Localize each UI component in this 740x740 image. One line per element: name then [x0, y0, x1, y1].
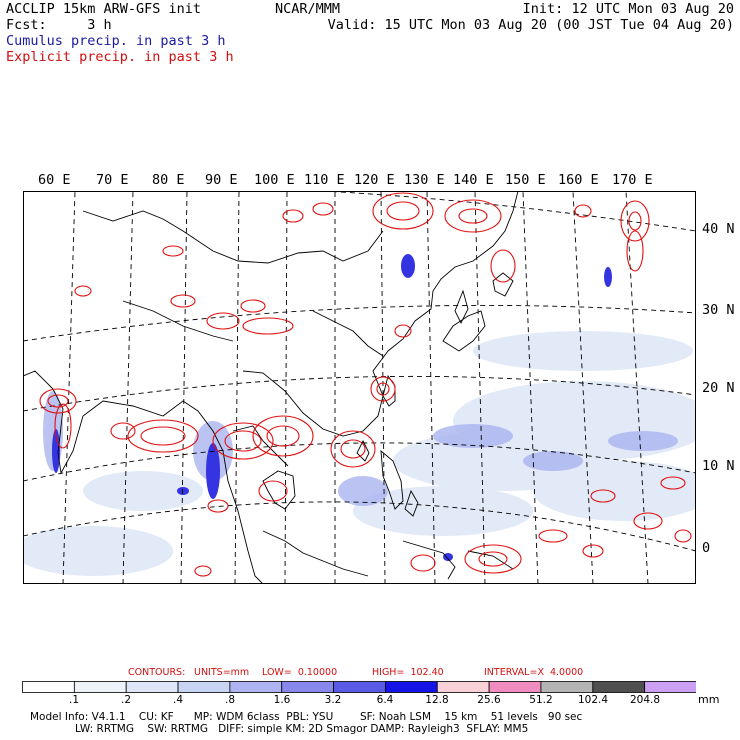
colorbar-swatch [22, 681, 75, 693]
colorbar-tick: 3.2 [324, 694, 342, 706]
chart-title: ACCLIP 15km ARW-GFS init [6, 1, 202, 17]
colorbar-tick: .4 [172, 694, 184, 706]
colorbar-swatch [333, 681, 386, 693]
contours-label: CONTOURS: [128, 667, 186, 678]
colorbar-swatch [73, 681, 127, 693]
source-label: NCAR/MMM [275, 1, 341, 17]
colorbar-swatch [229, 681, 283, 693]
contours-interval: INTERVAL=X 4.0000 [484, 667, 584, 678]
lon-label: 90 E [205, 172, 238, 188]
colorbar-tick: .8 [224, 694, 236, 706]
lat-label: 20 N [702, 380, 735, 396]
valid-time: Valid: 15 UTC Mon 03 Aug 20 (00 JST Tue … [327, 17, 734, 33]
colorbar-tick: 1.6 [273, 694, 291, 706]
colorbar-swatch [488, 681, 542, 693]
lon-label: 100 E [254, 172, 295, 188]
lon-label: 60 E [38, 172, 71, 188]
cumulus-precip-label: Cumulus precip. in past 3 h [6, 33, 226, 49]
init-time: Init: 12 UTC Mon 03 Aug 20 [522, 1, 734, 17]
colorbar-tick: 204.8 [629, 694, 661, 706]
colorbar-tick: .1 [68, 694, 80, 706]
lon-label: 160 E [558, 172, 599, 188]
explicit-precip-label: Explicit precip. in past 3 h [6, 49, 234, 65]
colorbar-swatch [540, 681, 594, 693]
precipitation-map [23, 191, 696, 584]
colorbar-swatch [177, 681, 231, 693]
explicit-precip-contours [39, 192, 692, 577]
colorbar-unit: mm [698, 693, 720, 706]
lon-label: 170 E [612, 172, 653, 188]
colorbar-swatch [436, 681, 490, 693]
colorbar-tick: 6.4 [376, 694, 394, 706]
colorbar-swatch [592, 681, 646, 693]
lon-label: 120 E [354, 172, 395, 188]
lon-label: 80 E [152, 172, 185, 188]
coastlines [24, 192, 519, 583]
forecast-hour: Fcst: 3 h [6, 17, 112, 33]
colorbar-swatch [385, 681, 438, 693]
cumulus-heavy-cells [52, 254, 612, 561]
lon-label: 130 E [404, 172, 445, 188]
colorbar-swatch [125, 681, 179, 693]
colorbar-swatch [281, 681, 334, 693]
model-info-line2: LW: RRTMG SW: RRTMG DIFF: simple KM: 2D … [75, 723, 529, 735]
lat-label: 30 N [702, 302, 735, 318]
model-info-line1: Model Info: V4.1.1 CU: KF MP: WDM 6class… [30, 711, 583, 723]
contours-high: HIGH= 102.40 [372, 667, 444, 678]
lat-label: 40 N [702, 221, 735, 237]
contours-units: UNITS=mm [194, 667, 250, 678]
colorbar-tick: 102.4 [577, 694, 609, 706]
lat-label: 10 N [702, 458, 735, 474]
lon-label: 150 E [505, 172, 546, 188]
lon-label: 70 E [96, 172, 129, 188]
colorbar-tick: 51.2 [529, 694, 553, 706]
cumulus-light-field [24, 331, 695, 576]
colorbar-swatch [644, 681, 696, 693]
colorbar-tick: 12.8 [425, 694, 449, 706]
contours-info: CONTOURS: UNITS=mm LOW= 0.10000 HIGH= 10… [0, 667, 740, 679]
lat-label: 0 [702, 540, 711, 556]
colorbar-tick: 25.6 [477, 694, 501, 706]
lon-label: 140 E [453, 172, 494, 188]
lon-label: 110 E [304, 172, 345, 188]
colorbar-tick: .2 [120, 694, 132, 706]
contours-low: LOW= 0.10000 [262, 667, 338, 678]
colorbar [22, 681, 696, 693]
